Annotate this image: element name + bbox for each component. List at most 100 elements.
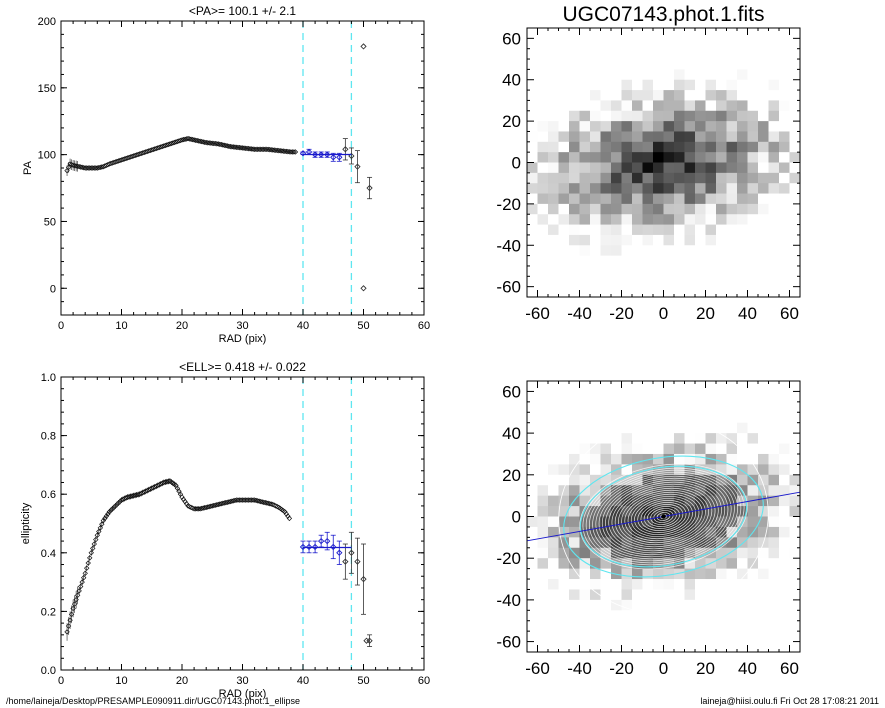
image-pixel xyxy=(747,110,759,122)
image-pixel xyxy=(705,589,717,601)
profile-point xyxy=(77,164,84,170)
image-pixel xyxy=(632,433,644,445)
image-pixel xyxy=(716,485,728,497)
profile-point xyxy=(192,137,199,143)
image-pixel xyxy=(642,79,654,91)
image-pixel xyxy=(705,48,717,60)
image-pixel xyxy=(642,495,654,507)
image-pixel xyxy=(716,401,728,413)
image-pixel xyxy=(747,141,759,153)
image-pixel xyxy=(548,224,560,236)
image-pixel xyxy=(579,183,591,195)
image-pixel xyxy=(789,100,801,112)
image-pixel xyxy=(653,433,665,445)
image-pixel xyxy=(779,464,791,476)
image-pixel xyxy=(737,141,749,153)
image-pixel xyxy=(768,568,780,580)
image-pixel xyxy=(600,100,612,112)
image-pixel xyxy=(621,599,633,611)
profile-point xyxy=(247,497,253,503)
image-pixel xyxy=(789,506,801,518)
profile-point xyxy=(103,513,110,519)
image-pixel xyxy=(705,547,717,559)
image-pixel xyxy=(789,183,801,195)
image-pixel xyxy=(684,495,696,507)
image-pixel xyxy=(789,401,801,413)
image-pixel xyxy=(779,537,791,549)
image-pixel xyxy=(642,631,654,643)
profile-point xyxy=(224,499,231,505)
profile-point xyxy=(274,147,280,154)
image-pixel xyxy=(642,610,654,622)
image-pixel xyxy=(537,620,549,632)
profile-point xyxy=(179,494,185,500)
image-pixel xyxy=(548,100,560,112)
image-pixel xyxy=(684,558,696,570)
profile-point xyxy=(133,492,140,498)
x-tick-label: 50 xyxy=(357,320,369,332)
image-pixel xyxy=(789,79,801,91)
profile-point xyxy=(188,136,194,142)
image-pixel xyxy=(716,495,728,507)
image-pixel xyxy=(779,193,791,205)
image-pixel xyxy=(569,141,581,153)
image-pixel xyxy=(747,433,759,445)
y-tick-label: 0 xyxy=(50,283,56,295)
image-pixel xyxy=(747,485,759,497)
image-pixel xyxy=(758,443,770,455)
image-pixel xyxy=(558,48,570,60)
image-pixel xyxy=(642,537,654,549)
image-pixel xyxy=(632,131,644,143)
image-pixel xyxy=(747,568,759,580)
image-pixel xyxy=(527,172,539,184)
image-pixel xyxy=(621,433,633,445)
image-pixel xyxy=(684,265,696,277)
image-pixel xyxy=(716,28,728,39)
x-tick-label: 20 xyxy=(696,304,715,323)
image-pixel xyxy=(558,433,570,445)
image-pixel xyxy=(663,59,675,70)
profile-point xyxy=(244,497,250,503)
image-pixel xyxy=(653,203,665,215)
image-pixel xyxy=(558,214,570,226)
image-pixel xyxy=(569,610,581,622)
profile-point xyxy=(94,165,100,171)
image-pixel xyxy=(569,214,581,226)
image-pixel xyxy=(758,631,770,643)
image-pixel xyxy=(632,537,644,549)
image-pixel xyxy=(632,276,644,288)
image-pixel xyxy=(611,245,623,257)
image-pixel xyxy=(758,100,770,112)
image-pixel xyxy=(579,474,591,486)
image-pixel xyxy=(558,579,570,591)
y-tick-label: -60 xyxy=(496,633,521,652)
image-pixel xyxy=(600,547,612,559)
image-pixel xyxy=(600,422,612,434)
image-pixel xyxy=(579,59,591,70)
image-pixel xyxy=(779,162,791,174)
image-pixel xyxy=(527,599,539,611)
image-pixel xyxy=(621,558,633,570)
image-pixel xyxy=(527,245,539,257)
image-pixel xyxy=(579,28,591,39)
image-pixel xyxy=(611,48,623,60)
image-pixel xyxy=(579,79,591,91)
image-pixel xyxy=(789,245,801,257)
image-pixel xyxy=(747,401,759,413)
profile-point xyxy=(87,555,93,561)
image-pixel xyxy=(548,453,560,465)
image-pixel xyxy=(789,193,801,205)
y-tick-label: 40 xyxy=(502,71,521,90)
image-pixel xyxy=(632,38,644,50)
image-pixel xyxy=(779,547,791,559)
image-pixel xyxy=(558,558,570,570)
image-pixel xyxy=(632,28,644,39)
image-pixel xyxy=(558,620,570,632)
image-pixel xyxy=(642,38,654,50)
image-pixel xyxy=(590,48,602,60)
image-pixel xyxy=(611,214,623,226)
profile-point xyxy=(200,139,206,145)
outer-point xyxy=(360,285,367,292)
image-pixel xyxy=(579,391,591,403)
